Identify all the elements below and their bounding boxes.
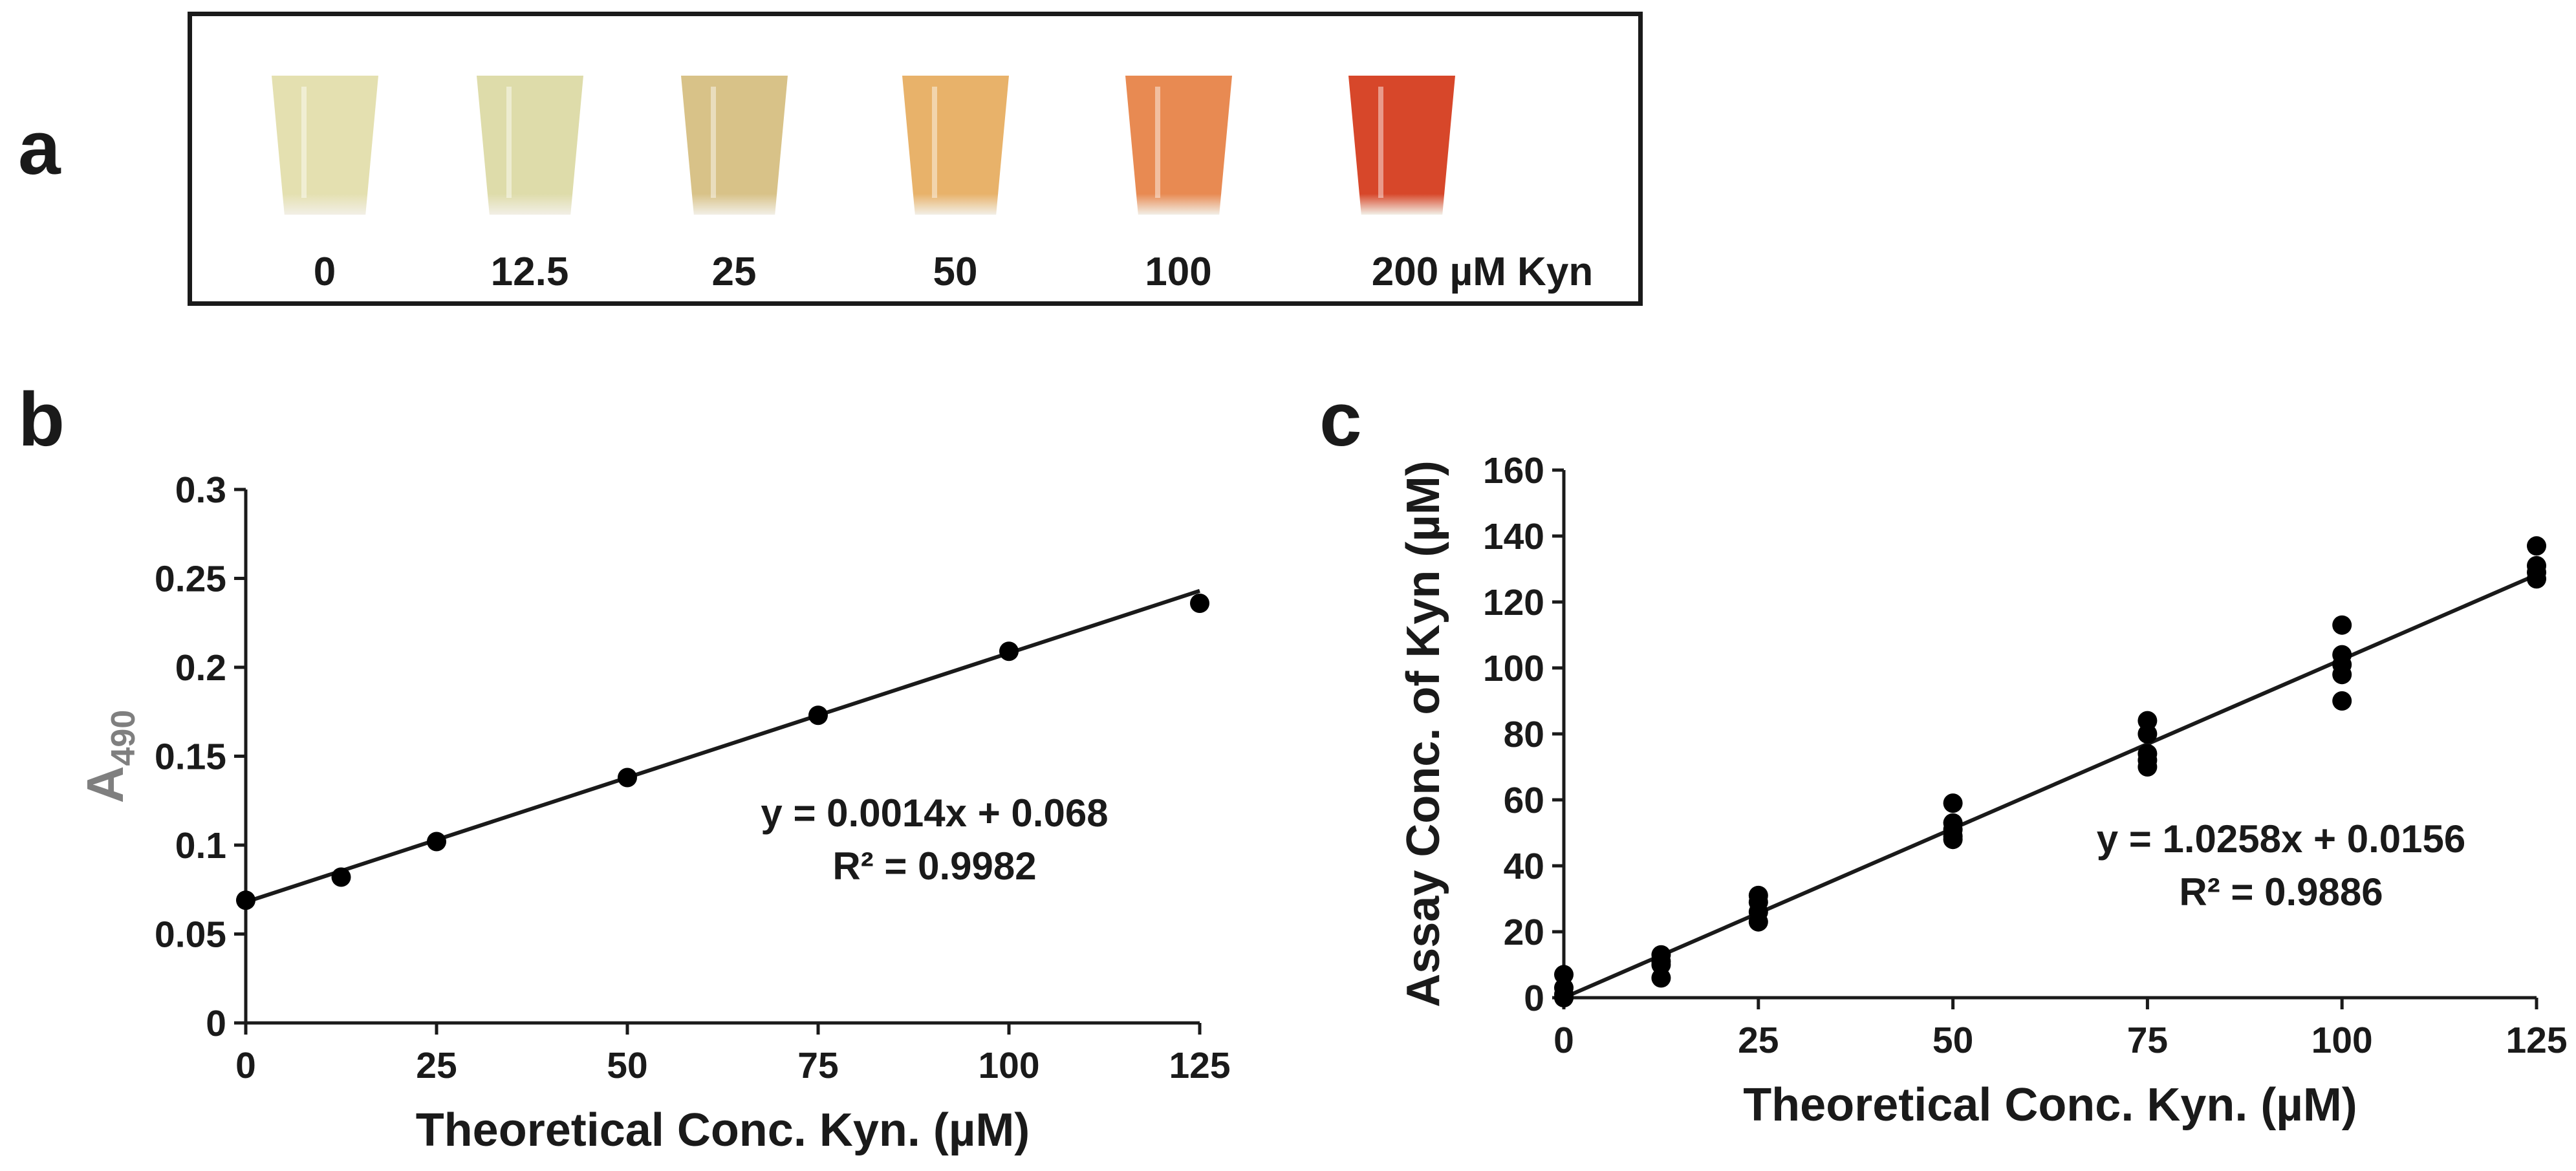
y-tick-label: 0: [206, 1003, 226, 1044]
data-point: [2527, 536, 2546, 556]
data-point: [999, 641, 1019, 661]
trendline: [1563, 573, 2538, 1000]
tube-5: [1348, 76, 1455, 215]
data-point: [2332, 665, 2352, 685]
tube-label-4: 100: [1145, 250, 1212, 294]
data-point: [1651, 968, 1671, 988]
data-point: [1943, 793, 1963, 813]
x-axis-label: Theoretical Conc. Kyn. (µM): [1743, 1079, 2357, 1131]
data-point: [1190, 594, 1209, 613]
y-axis-label-main: A: [76, 766, 134, 803]
panel-label-b: b: [18, 377, 65, 462]
panel-label-a: a: [18, 105, 61, 191]
y-axis-label-subscript: 490: [105, 710, 142, 766]
data-point: [2332, 615, 2352, 635]
y-axis-label: A490: [76, 710, 142, 804]
equation-annotation: R² = 0.9886: [2179, 870, 2383, 914]
y-tick-label: 20: [1504, 912, 1544, 953]
data-point: [427, 832, 446, 852]
data-point: [2332, 691, 2352, 711]
y-tick-label: 0: [1524, 978, 1544, 1019]
x-axis-label: Theoretical Conc. Kyn. (µM): [416, 1104, 1030, 1156]
tube-photo-panel: 0 12.5 25 50 100 200 µM Kyn: [188, 12, 1643, 306]
tube-label-3: 50: [933, 250, 978, 294]
data-point: [1943, 830, 1963, 850]
tube-label-1: 12.5: [490, 250, 569, 294]
equation-annotation: R² = 0.9982: [832, 844, 1036, 888]
tube-3: [902, 76, 1009, 215]
x-tick-label: 100: [2311, 1020, 2373, 1061]
x-tick-label: 125: [2506, 1020, 2567, 1061]
x-tick-label: 25: [416, 1045, 457, 1086]
equation-annotation: y = 0.0014x + 0.068: [761, 791, 1108, 835]
data-point: [1554, 988, 1574, 1007]
tube-label-5: 200 µM Kyn: [1371, 250, 1594, 294]
tube-1: [477, 76, 583, 215]
data-point: [236, 890, 255, 910]
x-tick-label: 50: [607, 1045, 647, 1086]
x-tick-label: 75: [2127, 1020, 2168, 1061]
y-tick-label: 0.2: [175, 647, 226, 689]
data-point: [2138, 724, 2158, 744]
x-tick-label: 50: [1932, 1020, 1973, 1061]
y-tick-label: 60: [1504, 780, 1544, 821]
data-point: [618, 768, 637, 788]
panel-label-c: c: [1319, 377, 1362, 462]
equation-annotation: y = 1.0258x + 0.0156: [2097, 817, 2466, 861]
y-tick-label: 0.15: [155, 736, 226, 778]
x-tick-label: 100: [978, 1045, 1039, 1086]
y-tick-label: 0.25: [155, 559, 226, 600]
tube-label-2: 25: [711, 250, 757, 294]
data-point: [2138, 757, 2158, 777]
x-tick-label: 125: [1169, 1045, 1230, 1086]
x-tick-label: 0: [235, 1045, 256, 1086]
y-tick-label: 100: [1483, 648, 1544, 689]
data-point: [808, 705, 828, 725]
y-tick-label: 80: [1504, 714, 1544, 755]
tube-label-0: 0: [313, 250, 336, 294]
x-tick-label: 75: [797, 1045, 838, 1086]
tube-2: [681, 76, 788, 215]
y-tick-label: 0.05: [155, 914, 226, 956]
data-point: [2527, 569, 2546, 589]
y-tick-label: 120: [1483, 582, 1544, 623]
data-point: [1748, 912, 1768, 932]
tube-4: [1125, 76, 1232, 215]
data-point: [331, 867, 351, 887]
y-tick-label: 160: [1483, 450, 1544, 491]
y-axis-label: Assay Conc. of Kyn (µM): [1398, 460, 1449, 1007]
x-tick-label: 25: [1738, 1020, 1779, 1061]
y-tick-label: 0.3: [175, 469, 226, 511]
y-tick-label: 40: [1504, 846, 1544, 887]
tube-0: [272, 76, 378, 215]
y-tick-label: 0.1: [175, 825, 226, 866]
y-tick-label: 140: [1483, 516, 1544, 557]
trendline: [245, 588, 1200, 904]
x-tick-label: 0: [1553, 1020, 1574, 1061]
